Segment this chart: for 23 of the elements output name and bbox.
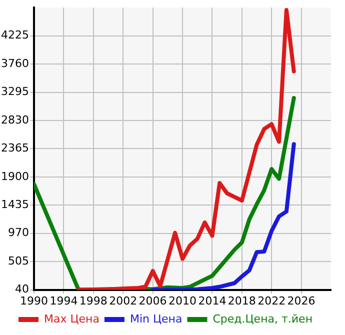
y-tick-label: 970 <box>8 226 29 240</box>
x-tick-label: 2018 <box>228 294 256 308</box>
x-tick-label: 2010 <box>168 294 196 308</box>
x-tick-label: 1994 <box>50 294 78 308</box>
legend-label: Сред.Цена, т.йен <box>212 312 313 326</box>
y-tick-label: 2365 <box>0 142 29 155</box>
y-tick-label: 505 <box>8 254 29 268</box>
x-tick-label: 2006 <box>138 294 167 308</box>
x-tick-label: 1990 <box>20 294 48 308</box>
y-tick-label: 3760 <box>0 56 29 70</box>
x-tick-label: 2022 <box>258 294 286 308</box>
x-tick-label: 2026 <box>287 294 316 308</box>
y-tick-label: 1435 <box>0 198 29 211</box>
x-tick-label: 1998 <box>79 294 108 308</box>
legend-label: Max Цена <box>44 312 100 326</box>
x-tick-label: 2002 <box>109 294 138 308</box>
y-tick-label: 1900 <box>0 170 29 183</box>
y-tick-label: 4225 <box>0 28 29 42</box>
y-tick-label: 3295 <box>0 85 29 98</box>
legend-label: Min Цена <box>130 312 182 326</box>
y-tick-label: 2830 <box>0 113 29 126</box>
x-tick-label: 2014 <box>198 294 226 308</box>
y-tick-label: 40 <box>14 282 29 296</box>
